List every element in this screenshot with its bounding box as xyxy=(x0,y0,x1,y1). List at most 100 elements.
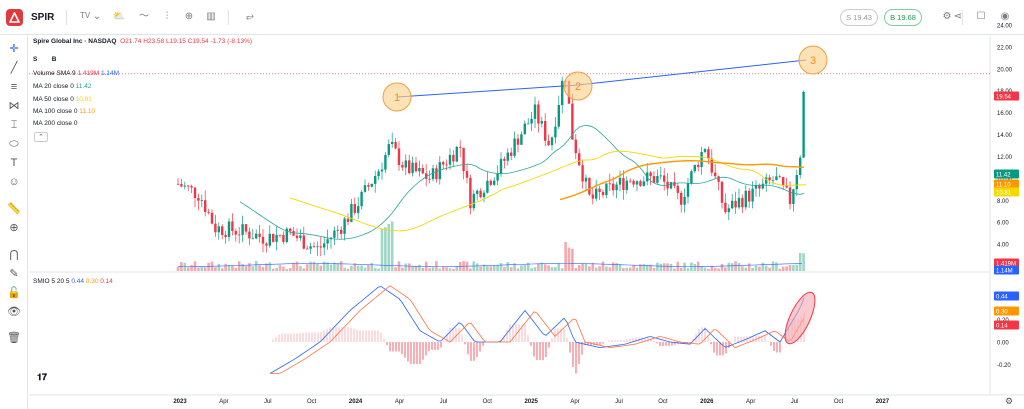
volume-bar xyxy=(768,267,771,271)
app-logo-icon[interactable] xyxy=(6,9,23,26)
time-tick-label: 2023 xyxy=(173,399,187,405)
sell-button[interactable]: S 19.43 xyxy=(840,9,878,26)
candle xyxy=(554,126,557,138)
volume-bar xyxy=(220,268,224,271)
magnet-icon[interactable]: ⋂ xyxy=(9,249,19,261)
shapes-icon[interactable]: ⬭ xyxy=(9,138,19,150)
share-icon[interactable]: ⋖ xyxy=(953,11,963,22)
volume-bar xyxy=(673,268,676,271)
candle xyxy=(499,158,503,174)
volume-bar xyxy=(401,267,404,271)
volume-bar xyxy=(577,265,581,271)
candle-type-icon[interactable]: ⛅ xyxy=(112,11,126,22)
legend-ma100[interactable]: MA 100 close 0 11.10 xyxy=(33,108,95,115)
time-tick-label: Apr xyxy=(395,399,404,405)
volume-bar xyxy=(516,268,520,271)
emoji-icon[interactable]: ☺ xyxy=(8,176,20,188)
draw-mode-icon[interactable]: ✎ xyxy=(9,268,19,280)
candle xyxy=(703,149,707,152)
zoom-in-icon[interactable]: ⊕ xyxy=(9,222,19,234)
legend-ma20[interactable]: MA 20 close 0 11.42 xyxy=(33,83,91,90)
settings-gear-icon[interactable]: ⚙ xyxy=(1005,396,1014,406)
candle xyxy=(285,228,288,242)
buy-button[interactable]: B 19.68 xyxy=(884,9,922,26)
eye-icon[interactable]: 👁 xyxy=(7,306,21,318)
legend-buy[interactable]: B xyxy=(51,56,57,63)
volume-bar xyxy=(353,263,357,271)
text-icon[interactable]: T xyxy=(10,157,18,169)
candle xyxy=(775,176,778,181)
line-chart-icon[interactable]: 〜 xyxy=(139,11,149,22)
time-tick-label: Jul xyxy=(791,399,799,405)
volume-bar xyxy=(523,265,527,271)
volume-bar xyxy=(656,262,659,271)
volume-bar xyxy=(397,261,401,271)
candle xyxy=(778,176,781,178)
candle xyxy=(496,173,499,181)
data-source-dropdown[interactable]: TV xyxy=(80,11,91,20)
crosshair-icon[interactable]: ✛ xyxy=(9,43,19,55)
candle xyxy=(370,183,373,187)
candle xyxy=(343,218,346,234)
volume-bar xyxy=(302,268,306,271)
candle xyxy=(265,243,268,246)
candle xyxy=(489,180,492,185)
volume-bar xyxy=(720,263,724,271)
volume-bar xyxy=(707,268,710,271)
ruler-icon[interactable]: 📏 xyxy=(7,203,21,215)
volume-bar xyxy=(309,261,312,271)
volume-bar xyxy=(798,252,802,271)
volume-bar xyxy=(373,268,377,271)
collapse-legend-button[interactable]: ⌃ xyxy=(34,132,48,142)
price-tag-label: 11.42 xyxy=(996,172,1011,178)
forecast-icon[interactable]: ⌶ xyxy=(10,119,18,131)
candle xyxy=(652,176,656,183)
volume-bar xyxy=(288,268,292,271)
add-compare-icon[interactable]: ⊕ xyxy=(184,11,194,22)
legend-volume[interactable]: Volume SMA 9 1.419M 1.14M xyxy=(33,70,119,77)
volume-bar xyxy=(737,262,741,271)
settings-gear-icon[interactable]: ⚙ xyxy=(942,11,952,22)
chevron-down-icon[interactable]: ⌄ xyxy=(92,11,102,22)
legend-ma200[interactable]: MA 200 close 0 xyxy=(33,120,77,127)
volume-bar xyxy=(584,263,588,271)
snapshot-icon[interactable]: ◉ xyxy=(1000,11,1010,22)
volume-bar xyxy=(343,267,346,271)
lock-icon[interactable]: 🔓 xyxy=(7,287,21,299)
volume-bar xyxy=(526,262,530,271)
candle xyxy=(190,186,193,188)
smio-label: SMIO 5 20 5 xyxy=(33,278,70,285)
replay-icon[interactable]: ⥂ xyxy=(246,11,254,22)
candle xyxy=(258,233,261,237)
bar-chart-icon[interactable]: ▥ xyxy=(206,11,216,22)
volume-bar xyxy=(778,268,782,271)
fullscreen-icon[interactable]: ☐ xyxy=(976,11,986,22)
volume-bar xyxy=(458,262,462,271)
symbol-search[interactable]: SPIR xyxy=(31,12,55,23)
candle xyxy=(309,246,312,249)
candle xyxy=(683,196,686,205)
candle xyxy=(700,151,703,168)
price-tick-label: 10.00 xyxy=(997,177,1013,183)
trash-icon[interactable]: 🗑 xyxy=(7,332,21,344)
volume-bar xyxy=(390,221,394,271)
volume-bar xyxy=(509,267,513,271)
candle xyxy=(493,180,496,185)
legend-sell[interactable]: S xyxy=(33,56,38,63)
candle xyxy=(336,229,339,231)
indicators-icon[interactable]: ⫶ xyxy=(165,11,169,22)
legend-ma50[interactable]: MA 50 close 0 10.81 xyxy=(33,96,92,103)
volume-bar xyxy=(560,268,564,271)
trend-line-icon[interactable]: ╱ xyxy=(10,62,18,74)
legend-smio[interactable]: SMIO 5 20 5 0.44 0.30 0.14 xyxy=(33,278,113,285)
volume-bar xyxy=(339,261,343,271)
fib-icon[interactable]: ≡ xyxy=(10,81,18,93)
candle xyxy=(802,91,805,158)
volume-bar xyxy=(346,268,350,271)
volume-bar xyxy=(268,262,272,271)
volume-bar xyxy=(207,262,210,271)
pattern-icon[interactable]: ⋈ xyxy=(8,100,20,112)
volume-bar xyxy=(513,263,516,271)
price-tick-label: 8.00 xyxy=(997,199,1009,205)
